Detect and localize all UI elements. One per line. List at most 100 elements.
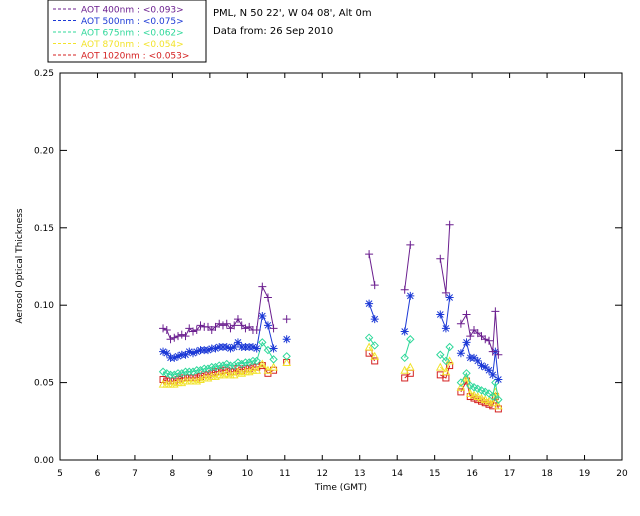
series-3-point-2-1 bbox=[370, 351, 380, 360]
x-tick-label-12: 12 bbox=[317, 469, 328, 479]
series-3-point-5-3 bbox=[469, 390, 479, 399]
x-tick-label-18: 18 bbox=[541, 469, 553, 479]
series-2-point-0-12 bbox=[203, 364, 213, 373]
series-0-point-5-10 bbox=[494, 350, 503, 359]
series-2-point-0-25 bbox=[252, 356, 261, 366]
series-3-point-5-7 bbox=[484, 396, 494, 405]
y-tick-label-0: 0.00 bbox=[34, 456, 54, 466]
y-tick-label-2: 0.10 bbox=[34, 301, 54, 311]
series-0-point-0-26 bbox=[258, 282, 267, 291]
series-0-point-0-6 bbox=[181, 332, 190, 341]
series-4-point-3-0 bbox=[401, 374, 409, 382]
series-3-point-0-14 bbox=[211, 371, 220, 380]
series-1-point-5-3 bbox=[470, 353, 479, 362]
x-tick-label-15: 15 bbox=[429, 469, 440, 479]
series-2-point-0-7 bbox=[185, 367, 194, 376]
series-3-point-0-25 bbox=[252, 365, 262, 374]
series-1-point-0-3 bbox=[170, 353, 179, 362]
series-0 bbox=[159, 220, 503, 359]
series-2-point-5-8 bbox=[488, 392, 497, 401]
series-layer bbox=[158, 220, 503, 413]
series-1-point-0-12 bbox=[203, 346, 212, 355]
legend-label-4: AOT 1020nm : <0.053> bbox=[81, 52, 189, 62]
series-3-point-5-2 bbox=[465, 388, 475, 397]
series-1-point-0-4 bbox=[174, 352, 183, 361]
y-axis-title: Aerosol Optical Thickness bbox=[15, 208, 25, 324]
legend-label-2: AOT 675nm : <0.062> bbox=[81, 29, 184, 39]
series-0-point-0-0 bbox=[159, 324, 168, 333]
series-0-point-0-16 bbox=[218, 321, 227, 330]
x-tick-label-19: 19 bbox=[579, 469, 591, 479]
series-1-point-0-0 bbox=[159, 347, 168, 356]
series-0-point-0-4 bbox=[174, 332, 183, 341]
series-0-point-3-0 bbox=[400, 285, 409, 294]
series-1-point-0-27 bbox=[263, 321, 272, 330]
series-2-point-5-9 bbox=[491, 378, 500, 387]
series-2-point-2-1 bbox=[370, 341, 379, 350]
axis-ticks: 5 6 7 8 9 10 11 12 13 14 15 16 17 18 19 20 0.00 0.05 0.10 0… bbox=[34, 69, 628, 479]
x-tick-label-5: 5 bbox=[57, 469, 63, 479]
series-0-point-0-28 bbox=[269, 324, 278, 333]
series-0-point-2-1 bbox=[370, 281, 379, 290]
series-1-line-2 bbox=[368, 303, 376, 320]
series-0-point-5-9 bbox=[491, 307, 500, 316]
series-3-point-0-28 bbox=[269, 362, 278, 371]
series-0-point-0-27 bbox=[263, 293, 272, 302]
series-1-point-3-0 bbox=[400, 327, 409, 336]
series-1-point-0-19 bbox=[230, 342, 239, 351]
x-tick-label-9: 9 bbox=[207, 469, 213, 479]
series-1-point-0-20 bbox=[233, 338, 242, 347]
series-1-point-0-14 bbox=[211, 344, 220, 353]
series-3-point-5-0 bbox=[456, 382, 466, 391]
x-tick-label-17: 17 bbox=[504, 469, 515, 479]
plot-area bbox=[59, 72, 623, 461]
series-3-point-4-1 bbox=[441, 367, 451, 376]
series-2-point-0-13 bbox=[207, 362, 216, 372]
series-3-point-0-12 bbox=[203, 373, 213, 382]
series-1-line-3 bbox=[404, 295, 411, 332]
series-0-point-0-9 bbox=[192, 325, 201, 334]
x-tick-label-6: 6 bbox=[95, 469, 101, 479]
series-1-point-1-0 bbox=[282, 335, 291, 344]
series-3-point-0-20 bbox=[233, 367, 243, 376]
series-2-point-5-1 bbox=[462, 369, 471, 378]
x-tick-label-14: 14 bbox=[391, 469, 403, 479]
series-0-point-5-2 bbox=[466, 332, 475, 341]
series-2-point-0-3 bbox=[170, 370, 179, 380]
series-0-point-5-6 bbox=[481, 335, 490, 344]
series-2-point-4-2 bbox=[445, 342, 454, 352]
legend: AOT 400nm : <0.093>AOT 500nm : <0.075> AO… bbox=[53, 6, 189, 62]
series-0-point-0-10 bbox=[196, 321, 205, 330]
series-0-point-5-1 bbox=[462, 310, 471, 319]
series-1-point-0-8 bbox=[189, 349, 198, 358]
series-0-point-0-3 bbox=[170, 333, 179, 342]
series-4-point-2-1 bbox=[371, 357, 379, 365]
series-0-point-0-17 bbox=[222, 319, 231, 328]
series-3-point-5-10 bbox=[494, 401, 503, 410]
series-2-point-0-24 bbox=[248, 356, 258, 366]
series-0-point-5-7 bbox=[484, 336, 493, 345]
series-0-point-4-0 bbox=[436, 254, 445, 263]
series-2-point-0-28 bbox=[269, 355, 278, 364]
x-axis-title: Time (GMT) bbox=[314, 483, 367, 493]
series-0-point-5-8 bbox=[488, 347, 497, 356]
y-tick-label-1: 0.05 bbox=[34, 379, 54, 389]
series-3-point-0-9 bbox=[192, 376, 202, 385]
series-0-point-2-0 bbox=[365, 250, 374, 259]
series-2-point-0-2 bbox=[166, 370, 175, 380]
legend-box bbox=[47, 0, 207, 63]
y-tick-label-5: 0.25 bbox=[34, 69, 54, 79]
series-0-line-3 bbox=[404, 244, 411, 290]
x-tick-label-8: 8 bbox=[170, 469, 176, 479]
series-2-point-0-14 bbox=[211, 362, 220, 372]
series-0-point-0-5 bbox=[177, 330, 186, 339]
series-2-point-0-26 bbox=[258, 338, 267, 347]
series-2-point-0-8 bbox=[188, 367, 198, 376]
y-tick-label-4: 0.20 bbox=[34, 146, 54, 156]
station-label: PML, N 50 22', W 04 08', Alt 0m bbox=[213, 8, 372, 19]
series-0-point-1-0 bbox=[282, 315, 291, 324]
series-3-point-3-1 bbox=[405, 362, 415, 371]
series-3-point-0-21 bbox=[237, 368, 247, 377]
series-1-point-5-5 bbox=[477, 361, 486, 370]
